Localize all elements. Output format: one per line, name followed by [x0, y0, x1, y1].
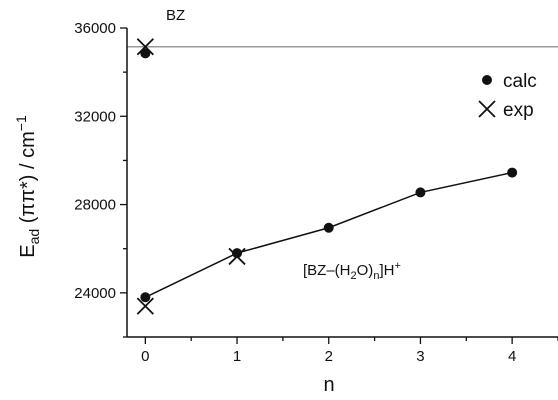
axes: 24000 28000 32000 36000 0 1 2 3 4	[74, 20, 558, 365]
plot-area	[136, 38, 518, 315]
series-BZ	[136, 38, 154, 59]
y-tick-label: 28000	[74, 197, 116, 214]
y-tick-label: 36000	[74, 20, 116, 37]
legend-marker-stroke-b	[478, 100, 496, 118]
point-BZ-1-stroke-b	[136, 38, 154, 56]
labels: n Ead (ππ*) / cm−1 BZ [BZ–(H2O)n]H+ calc exp	[13, 7, 537, 396]
point-exp-1	[228, 247, 246, 266]
point-exp-0-stroke-b	[136, 297, 154, 315]
legend-marker-calc	[482, 75, 492, 85]
curve-annotation: [BZ–(H2O)n]H+	[303, 260, 401, 282]
legend-label-exp: exp	[503, 100, 534, 121]
x-tick-label: 4	[508, 348, 516, 365]
x-tick-label: 2	[325, 348, 333, 365]
point-calc-2	[323, 222, 334, 233]
y-axis-title: Ead (ππ*) / cm−1	[13, 115, 42, 258]
series-exp	[136, 247, 246, 315]
point-calc-1	[232, 248, 243, 259]
legend-label-calc: calc	[503, 71, 537, 92]
point-calc-0	[140, 292, 151, 303]
point-exp-1-stroke-b	[228, 247, 246, 266]
series-calc	[140, 167, 518, 303]
reference-label: BZ	[166, 7, 185, 24]
x-tick-label: 0	[141, 348, 149, 365]
legend: calc exp	[478, 71, 537, 121]
point-BZ-1	[136, 38, 154, 56]
point-calc-4	[507, 167, 518, 178]
x-axis-title: n	[323, 374, 334, 396]
y-tick-label: 24000	[74, 285, 116, 302]
point-exp-0	[136, 297, 154, 315]
y-tick-label: 32000	[74, 108, 116, 125]
point-calc-3	[415, 187, 426, 198]
point-BZ-0	[140, 48, 151, 59]
x-tick-label: 3	[416, 348, 424, 365]
x-tick-label: 1	[233, 348, 241, 365]
legend-marker-exp	[478, 100, 496, 118]
